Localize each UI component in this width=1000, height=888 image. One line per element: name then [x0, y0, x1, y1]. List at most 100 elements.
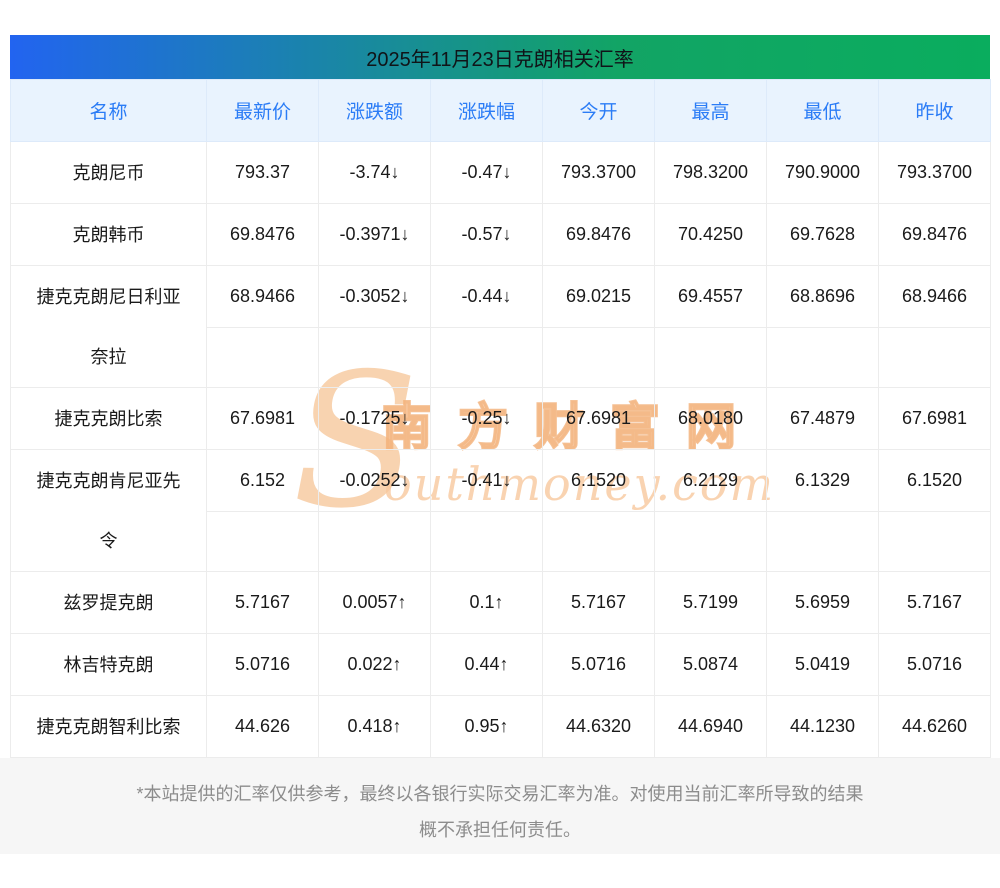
low-cell: 790.9000: [766, 141, 879, 204]
empty-cell: [430, 327, 543, 388]
empty-cell: [766, 327, 879, 388]
high-cell: 68.0180: [654, 387, 767, 450]
change-amount-cell: 0.022↑: [318, 633, 431, 696]
empty-cell: [542, 327, 655, 388]
latest-price-cell: 6.152: [206, 449, 319, 512]
currency-pair-name: 捷克克朗比索: [10, 387, 207, 450]
low-cell: 67.4879: [766, 387, 879, 450]
currency-pair-name: 兹罗提克朗: [10, 571, 207, 634]
prev-close-cell: 67.6981: [878, 387, 991, 450]
table-row: 捷克克朗尼日利亚奈拉 68.9466 -0.3052↓ -0.44↓ 69.0215 69…: [10, 265, 991, 388]
table-row: 捷克克朗智利比索 44.626 0.418↑ 0.95↑ 44.6320 44.6940 4…: [10, 695, 991, 758]
prev-close-cell: 68.9466: [878, 265, 991, 328]
exchange-rates-table: 名称 最新价 涨跌额 涨跌幅 今开 最高 最低 昨收 克朗尼币 793.37 -3.…: [10, 79, 991, 758]
change-pct-cell: -0.25↓: [430, 387, 543, 450]
latest-price-cell: 793.37: [206, 141, 319, 204]
table-row: 兹罗提克朗 5.7167 0.0057↑ 0.1↑ 5.7167 5.7199 5.6959…: [10, 571, 991, 634]
column-header-name: 名称: [10, 79, 207, 142]
high-cell: 69.4557: [654, 265, 767, 328]
low-cell: 44.1230: [766, 695, 879, 758]
high-cell: 70.4250: [654, 203, 767, 266]
prev-close-cell: 793.3700: [878, 141, 991, 204]
high-cell: 6.2129: [654, 449, 767, 512]
empty-cell: [430, 511, 543, 572]
low-cell: 68.8696: [766, 265, 879, 328]
change-pct-cell: 0.1↑: [430, 571, 543, 634]
change-amount-cell: 0.418↑: [318, 695, 431, 758]
column-header-prev-close: 昨收: [878, 79, 991, 142]
prev-close-cell: 69.8476: [878, 203, 991, 266]
currency-pair-name: 林吉特克朗: [10, 633, 207, 696]
column-header-latest: 最新价: [206, 79, 319, 142]
prev-close-cell: 44.6260: [878, 695, 991, 758]
empty-cell: [542, 511, 655, 572]
table-body: 克朗尼币 793.37 -3.74↓ -0.47↓ 793.3700 798.3200 79…: [10, 141, 991, 758]
column-header-low: 最低: [766, 79, 879, 142]
empty-cell: [878, 511, 991, 572]
change-pct-cell: -0.41↓: [430, 449, 543, 512]
latest-price-cell: 5.0716: [206, 633, 319, 696]
high-cell: 5.7199: [654, 571, 767, 634]
empty-cell: [206, 327, 319, 388]
page-title: 2025年11月23日克朗相关汇率: [366, 48, 634, 71]
change-pct-cell: -0.47↓: [430, 141, 543, 204]
disclaimer-line-2: 概不承担任何责任。: [419, 820, 581, 840]
open-cell: 44.6320: [542, 695, 655, 758]
open-cell: 6.1520: [542, 449, 655, 512]
open-cell: 5.0716: [542, 633, 655, 696]
low-cell: 5.0419: [766, 633, 879, 696]
change-amount-cell: 0.0057↑: [318, 571, 431, 634]
table-row: 林吉特克朗 5.0716 0.022↑ 0.44↑ 5.0716 5.0874 5.0419…: [10, 633, 991, 696]
open-cell: 69.8476: [542, 203, 655, 266]
latest-price-cell: 44.626: [206, 695, 319, 758]
change-pct-cell: -0.57↓: [430, 203, 543, 266]
high-cell: 44.6940: [654, 695, 767, 758]
currency-pair-name: 捷克克朗尼日利亚奈拉: [10, 265, 207, 388]
change-amount-cell: -0.3971↓: [318, 203, 431, 266]
table-row: 克朗韩币 69.8476 -0.3971↓ -0.57↓ 69.8476 70.4250 6…: [10, 203, 991, 266]
change-pct-cell: 0.44↑: [430, 633, 543, 696]
empty-cell: [654, 327, 767, 388]
column-header-change-pct: 涨跌幅: [430, 79, 543, 142]
currency-pair-name: 克朗韩币: [10, 203, 207, 266]
open-cell: 69.0215: [542, 265, 655, 328]
empty-cell: [766, 511, 879, 572]
low-cell: 6.1329: [766, 449, 879, 512]
column-header-high: 最高: [654, 79, 767, 142]
latest-price-cell: 68.9466: [206, 265, 319, 328]
empty-cell: [878, 327, 991, 388]
table-header-row: 名称 最新价 涨跌额 涨跌幅 今开 最高 最低 昨收: [10, 79, 991, 142]
page-title-bar: 2025年11月23日克朗相关汇率: [10, 35, 990, 79]
low-cell: 69.7628: [766, 203, 879, 266]
disclaimer-line-1: *本站提供的汇率仅供参考，最终以各银行实际交易汇率为准。对使用当前汇率所导致的结…: [136, 784, 864, 804]
column-header-open: 今开: [542, 79, 655, 142]
table-header: 名称 最新价 涨跌额 涨跌幅 今开 最高 最低 昨收: [10, 79, 991, 142]
high-cell: 5.0874: [654, 633, 767, 696]
open-cell: 67.6981: [542, 387, 655, 450]
disclaimer: *本站提供的汇率仅供参考，最终以各银行实际交易汇率为准。对使用当前汇率所导致的结…: [0, 758, 1000, 854]
empty-cell: [206, 511, 319, 572]
table-row: 克朗尼币 793.37 -3.74↓ -0.47↓ 793.3700 798.3200 79…: [10, 141, 991, 204]
table-row-spacer: [11, 511, 991, 572]
table-row: 捷克克朗比索 67.6981 -0.1725↓ -0.25↓ 67.6981 68.018…: [10, 387, 991, 450]
empty-cell: [654, 511, 767, 572]
empty-cell: [318, 327, 431, 388]
prev-close-cell: 6.1520: [878, 449, 991, 512]
empty-cell: [318, 511, 431, 572]
latest-price-cell: 5.7167: [206, 571, 319, 634]
open-cell: 793.3700: [542, 141, 655, 204]
table-row: 捷克克朗肯尼亚先令 6.152 -0.0252↓ -0.41↓ 6.1520 6.2129…: [10, 449, 991, 572]
high-cell: 798.3200: [654, 141, 767, 204]
prev-close-cell: 5.7167: [878, 571, 991, 634]
low-cell: 5.6959: [766, 571, 879, 634]
latest-price-cell: 69.8476: [206, 203, 319, 266]
open-cell: 5.7167: [542, 571, 655, 634]
change-amount-cell: -3.74↓: [318, 141, 431, 204]
prev-close-cell: 5.0716: [878, 633, 991, 696]
change-pct-cell: -0.44↓: [430, 265, 543, 328]
change-pct-cell: 0.95↑: [430, 695, 543, 758]
latest-price-cell: 67.6981: [206, 387, 319, 450]
currency-pair-name: 捷克克朗肯尼亚先令: [10, 449, 207, 572]
currency-pair-name: 捷克克朗智利比索: [10, 695, 207, 758]
change-amount-cell: -0.1725↓: [318, 387, 431, 450]
